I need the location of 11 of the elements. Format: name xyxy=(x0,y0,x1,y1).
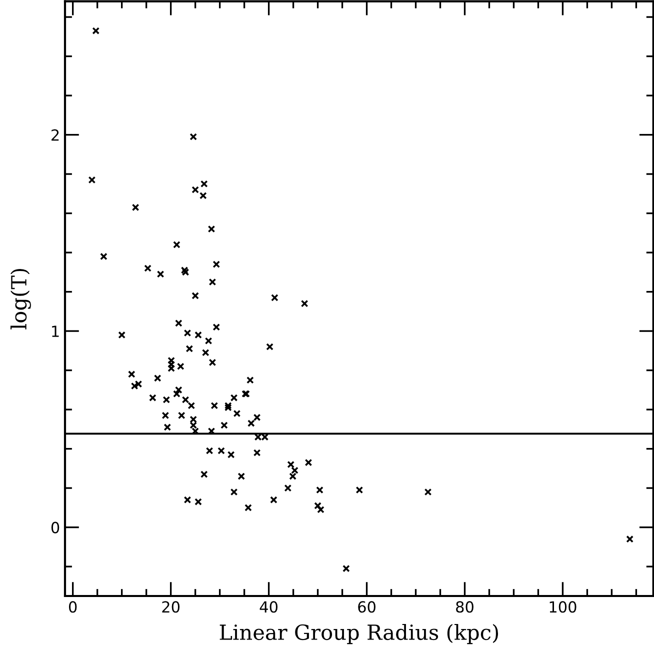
x-tick-label: 80 xyxy=(456,601,474,613)
y-tick-label: 2 xyxy=(52,129,59,141)
x-axis-title: Linear Group Radius (kpc) xyxy=(220,624,498,644)
x-tick-label: 0 xyxy=(68,601,77,613)
y-tick-label: 0 xyxy=(51,522,60,534)
x-tick-label: 100 xyxy=(550,601,576,613)
x-tick-label: 20 xyxy=(162,601,180,613)
y-axis-title: log(T) xyxy=(10,268,31,330)
y-tick-label: 1 xyxy=(52,326,59,337)
x-tick-label: 40 xyxy=(260,601,278,613)
x-tick-label: 60 xyxy=(358,601,376,613)
